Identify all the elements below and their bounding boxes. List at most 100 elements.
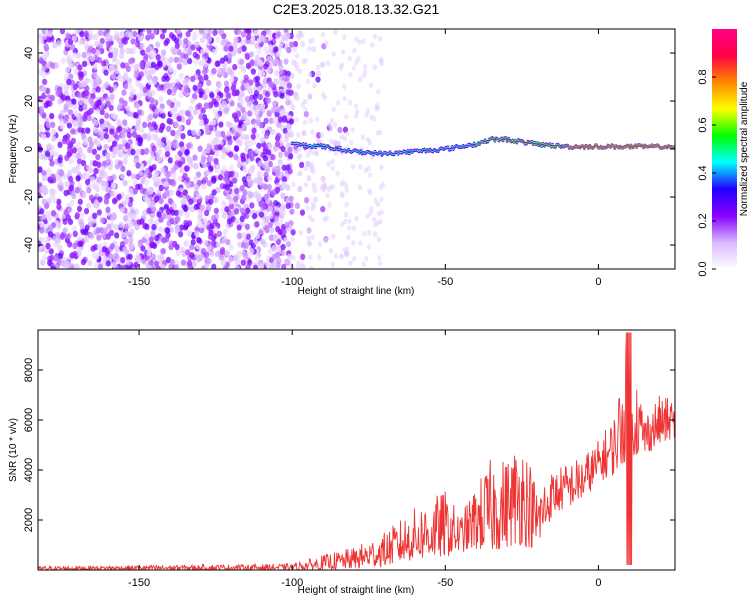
heatmap-noise-cell <box>274 205 280 213</box>
heatmap-noise-cell <box>147 264 153 269</box>
heatmap-noise-cell <box>139 148 145 156</box>
heatmap-ridge-cell <box>471 145 475 147</box>
heatmap-noise-cell <box>126 77 133 84</box>
heatmap-noise-cell <box>100 232 106 239</box>
heatmap-noise-cell <box>158 226 164 233</box>
heatmap-panel: -150 -100 -50 0 -40 -20 0 20 40 Height of strai… <box>8 28 676 297</box>
heatmap-noise-cell <box>84 98 90 106</box>
heatmap-noise-cell <box>336 140 342 147</box>
heatmap-noise-cell <box>198 226 205 234</box>
heatmap-ridge-cell <box>321 147 324 148</box>
heatmap-noise-cell <box>184 109 191 117</box>
heatmap-noise-cell <box>305 78 311 85</box>
heatmap-noise-cell <box>320 61 326 68</box>
heatmap-noise-cell <box>361 72 367 79</box>
heatmap-noise-cell <box>342 136 348 142</box>
heatmap-noise-cell <box>215 95 221 102</box>
heatmap-noise-cell <box>45 121 52 129</box>
heatmap-noise-cell <box>206 224 212 231</box>
heatmap-noise-cell <box>182 47 188 55</box>
heatmap-noise-cell <box>253 30 259 37</box>
heatmap-noise-cell <box>98 250 104 257</box>
heatmap-noise-cell <box>76 205 83 213</box>
heatmap-noise-cell <box>303 165 309 172</box>
heatmap-noise-cell <box>180 132 186 140</box>
heatmap-ridge-cell <box>642 147 646 148</box>
heatmap-noise-cell <box>119 265 125 269</box>
x-tick-label: -150 <box>128 577 150 589</box>
heatmap-noise-cell <box>75 152 81 160</box>
heatmap-noise-cell <box>208 155 214 163</box>
heatmap-noise-cell <box>227 121 233 129</box>
heatmap-noise-cell <box>317 254 322 261</box>
heatmap-noise-cell <box>76 246 82 253</box>
heatmap-noise-cell <box>96 57 103 64</box>
heatmap-noise-cell <box>119 47 125 55</box>
heatmap-noise-cell <box>366 188 372 194</box>
heatmap-noise-cell <box>213 157 219 165</box>
heatmap-noise-cell <box>77 92 83 99</box>
heatmap-noise-cell <box>331 233 336 240</box>
heatmap-noise-cell <box>38 57 44 64</box>
heatmap-noise-cell <box>300 41 306 48</box>
heatmap-noise-cell <box>256 47 262 55</box>
heatmap-noise-cell <box>222 62 228 69</box>
heatmap-noise-cell <box>67 116 74 124</box>
heatmap-noise-cell <box>324 40 329 46</box>
heatmap-noise-cell <box>147 78 153 86</box>
heatmap-noise-cell <box>42 78 48 86</box>
heatmap-noise-cell <box>200 265 207 269</box>
heatmap-noise-cell <box>234 145 240 152</box>
heatmap-noise-cell <box>225 193 231 200</box>
heatmap-noise-cell <box>103 132 109 140</box>
heatmap-noise-cell <box>368 82 374 89</box>
heatmap-noise-cell <box>354 36 359 42</box>
heatmap-noise-cell <box>214 60 220 68</box>
heatmap-noise-cell <box>263 171 269 179</box>
heatmap-noise-cell <box>290 236 295 242</box>
heatmap-noise-cell <box>322 216 327 223</box>
heatmap-noise-cell <box>56 203 62 211</box>
heatmap-noise-cell <box>177 56 184 63</box>
heatmap-noise-cell <box>257 170 263 177</box>
heatmap-noise-cell <box>121 138 127 145</box>
heatmap-noise-cell <box>202 217 208 224</box>
heatmap-noise-cell <box>47 213 53 221</box>
heatmap-noise-cell <box>332 121 338 128</box>
heatmap-noise-cell <box>184 87 190 94</box>
heatmap-noise-cell <box>281 116 287 123</box>
heatmap-noise-cell <box>143 232 150 240</box>
heatmap-noise-cell <box>164 236 170 243</box>
heatmap-noise-cell <box>234 187 240 195</box>
heatmap-noise-cell <box>133 261 139 269</box>
heatmap-noise-cell <box>101 246 107 253</box>
heatmap-noise-cell <box>180 116 186 123</box>
heatmap-noise-cell <box>184 211 190 219</box>
heatmap-noise-cell <box>271 100 278 107</box>
y-tick-label: 2000 <box>23 508 35 532</box>
heatmap-noise-cell <box>173 56 179 64</box>
heatmap-noise-cell <box>46 36 52 43</box>
heatmap-noise-cell <box>145 34 151 41</box>
heatmap-ridge-cell <box>446 146 450 148</box>
heatmap-noise-cell <box>101 60 107 67</box>
heatmap-noise-cell <box>300 253 306 261</box>
heatmap-noise-cell <box>106 157 112 164</box>
heatmap-noise-cell <box>120 165 126 172</box>
heatmap-noise-cell <box>104 112 110 119</box>
heatmap-noise-cell <box>154 108 160 115</box>
heatmap-noise-cell <box>188 105 194 112</box>
heatmap-noise-cell <box>214 144 220 151</box>
heatmap-noise-cell <box>86 187 92 194</box>
heatmap-noise-cell <box>254 147 260 154</box>
heatmap-ridge-cell <box>356 150 360 152</box>
heatmap-noise-cell <box>142 121 148 129</box>
heatmap-noise-cell <box>40 259 46 267</box>
heatmap-noise-cell <box>47 259 53 267</box>
heatmap-noise-cell <box>190 44 196 51</box>
heatmap-noise-cell <box>308 117 314 124</box>
heatmap-noise-cell <box>373 231 378 238</box>
heatmap-noise-cell <box>63 106 69 113</box>
heatmap-noise-cell <box>92 212 98 220</box>
heatmap-noise-cell <box>130 148 136 156</box>
